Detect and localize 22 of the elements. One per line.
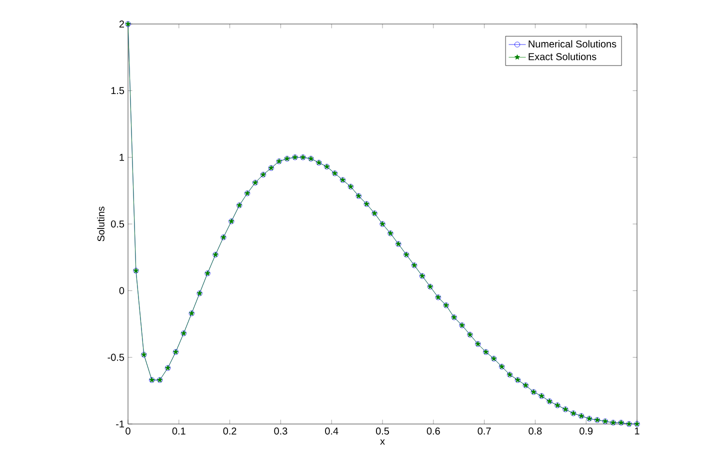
y-axis-title: Solutins — [97, 206, 104, 242]
x-tick-label: 0.7 — [478, 428, 491, 435]
y-tick-label: 1 — [120, 154, 124, 161]
y-tick-label: 2 — [119, 20, 124, 28]
y-tick-label: -1 — [116, 420, 124, 428]
y-tick-label: 1.5 — [111, 87, 124, 94]
x-tick-label: 0.8 — [528, 428, 542, 435]
x-axis-title: x — [380, 439, 385, 445]
x-tick-label: 0.9 — [580, 428, 593, 435]
x-tick-label: 0.1 — [172, 428, 186, 435]
x-tick-label: 0.4 — [325, 428, 338, 435]
x-tick-label: 0 — [126, 428, 130, 435]
x-tick-label: 0.6 — [426, 428, 440, 435]
y-tick-label: -0.5 — [108, 354, 124, 361]
legend-label: Exact Solutions — [528, 52, 596, 60]
x-tick-label: 1 — [635, 428, 640, 434]
y-tick-label: 0 — [119, 287, 124, 294]
x-tick-label: 0.3 — [274, 428, 288, 435]
legend-label: Numerical Solutions — [528, 40, 616, 48]
y-tick-label: 0.5 — [111, 220, 124, 228]
x-tick-label: 0.5 — [376, 428, 390, 435]
x-tick-label: 0.2 — [223, 428, 236, 435]
